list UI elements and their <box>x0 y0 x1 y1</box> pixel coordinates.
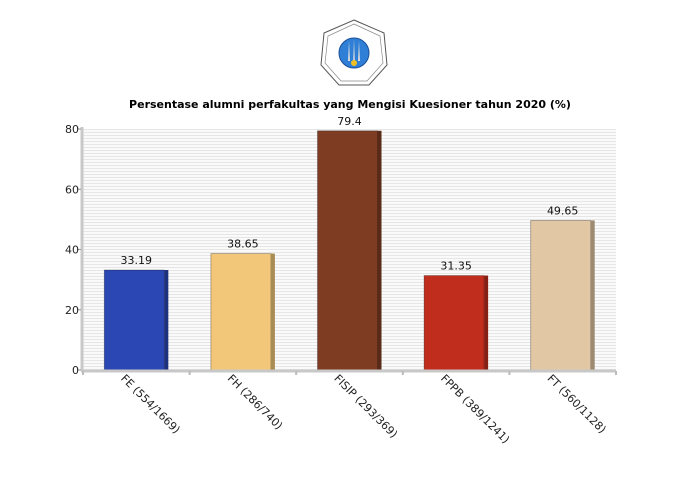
y-tick-label: 40 <box>65 244 79 257</box>
bar-shadow-overlay <box>164 270 169 370</box>
x-tick-label: FPPB (389/1241) <box>438 372 512 446</box>
bar-shadow-overlay <box>377 130 382 370</box>
bar-shadow <box>377 130 382 370</box>
y-tick-label: 60 <box>65 183 79 196</box>
x-tick-label: FT (560/1128) <box>545 372 609 436</box>
x-tick-label: FE (554/1669) <box>118 372 182 436</box>
x-axis: FE (554/1669) FH (286/740) FISIP (293/369)… <box>81 369 617 446</box>
bar-shadow <box>270 253 275 370</box>
bar <box>423 275 485 371</box>
y-axis: 0 20 40 60 80 <box>65 123 84 377</box>
x-tick-label: FH (286/740) <box>225 372 285 432</box>
data-label: 79.4 <box>337 115 362 128</box>
y-tick-label: 80 <box>65 123 79 136</box>
bar-shadow-overlay <box>270 253 275 370</box>
bar-shadow <box>484 275 489 370</box>
x-tick-label: FISIP (293/369) <box>331 372 400 441</box>
bar-shadow-overlay <box>590 220 595 370</box>
university-seal-logo <box>320 19 388 86</box>
bar <box>530 220 592 371</box>
bar <box>317 130 378 371</box>
bar <box>103 269 165 371</box>
bar <box>210 253 272 371</box>
chart-title: Persentase alumni perfakultas yang Mengi… <box>129 98 571 111</box>
data-label: 49.65 <box>547 204 579 217</box>
data-label: 31.35 <box>440 260 472 273</box>
y-tick-label: 20 <box>65 304 79 317</box>
data-label: 33.19 <box>121 254 153 267</box>
data-label: 38.65 <box>227 238 259 251</box>
bar-shadow <box>164 270 169 370</box>
bar-shadow-overlay <box>484 275 489 370</box>
y-tick-label: 0 <box>72 364 79 377</box>
bar-shadow <box>590 220 595 370</box>
